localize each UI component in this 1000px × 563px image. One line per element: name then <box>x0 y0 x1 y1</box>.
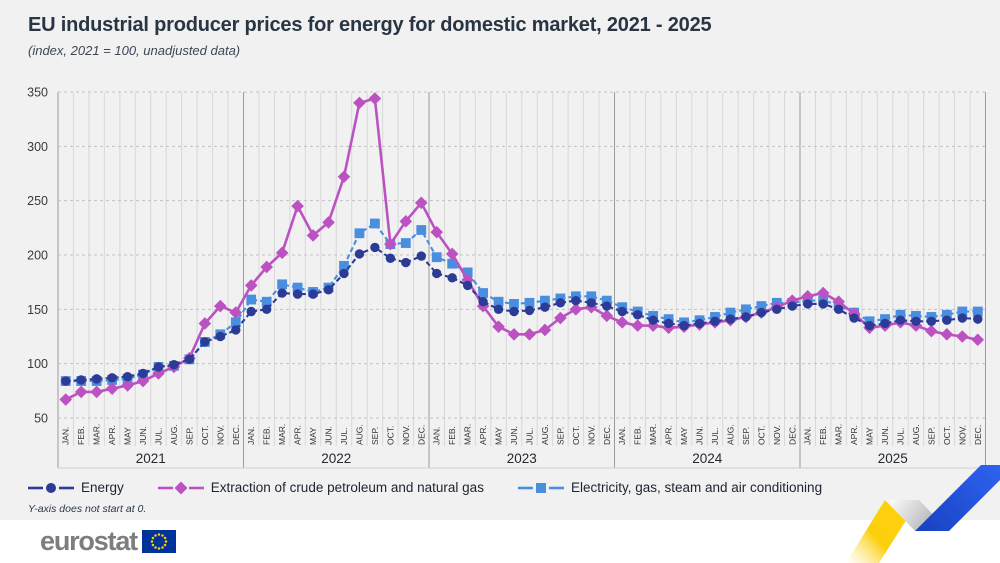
svg-text:SEP.: SEP. <box>926 427 936 445</box>
svg-text:250: 250 <box>27 194 48 208</box>
svg-text:2021: 2021 <box>136 451 166 466</box>
square-marker-icon <box>517 482 564 493</box>
svg-text:2022: 2022 <box>321 451 351 466</box>
svg-text:MAY: MAY <box>494 427 504 445</box>
svg-text:JAN.: JAN. <box>61 427 71 445</box>
svg-text:DEC.: DEC. <box>973 425 983 445</box>
series-extraction-of-crude-petroleum-and-natural-gas <box>59 92 985 406</box>
svg-text:NOV.: NOV. <box>215 425 225 445</box>
svg-text:AUG.: AUG. <box>911 424 921 445</box>
chart-title: EU industrial producer prices for energy… <box>28 14 712 36</box>
svg-text:OCT.: OCT. <box>200 426 210 445</box>
svg-text:NOV.: NOV. <box>586 425 596 445</box>
svg-text:FEB.: FEB. <box>633 426 643 445</box>
svg-text:JUN.: JUN. <box>509 426 519 445</box>
svg-text:MAR.: MAR. <box>834 424 844 445</box>
chart-header: EU industrial producer prices for energy… <box>28 14 712 58</box>
svg-text:APR.: APR. <box>293 425 303 445</box>
svg-text:MAR.: MAR. <box>463 424 473 445</box>
eurostat-wordmark: eurostat <box>40 526 138 556</box>
svg-text:350: 350 <box>27 86 48 100</box>
legend-label: Electricity, gas, steam and air conditio… <box>570 480 823 495</box>
svg-text:JAN.: JAN. <box>432 427 442 445</box>
svg-text:MAR.: MAR. <box>648 424 658 445</box>
svg-text:50: 50 <box>34 412 48 426</box>
legend: Energy Extraction of crude petroleum and… <box>28 480 822 495</box>
svg-text:300: 300 <box>27 140 48 154</box>
svg-text:APR.: APR. <box>478 425 488 445</box>
svg-text:JAN.: JAN. <box>803 427 813 445</box>
svg-text:MAR.: MAR. <box>92 424 102 445</box>
x-axis-labels: JAN. FEB. MAR. APR. MAY JUN. JUL. AUG. SEP. OCT. N… <box>61 424 983 466</box>
svg-text:MAY: MAY <box>123 427 133 445</box>
svg-text:OCT.: OCT. <box>571 426 581 445</box>
svg-text:JUL.: JUL. <box>153 428 163 445</box>
legend-item-electricity: Electricity, gas, steam and air conditio… <box>517 480 823 495</box>
footnote: Y-axis does not start at 0. <box>28 503 147 515</box>
svg-text:MAY: MAY <box>679 427 689 445</box>
svg-text:JAN.: JAN. <box>246 427 256 445</box>
svg-text:SEP.: SEP. <box>555 427 565 445</box>
svg-text:JUL.: JUL. <box>710 428 720 445</box>
svg-text:200: 200 <box>27 249 48 263</box>
svg-text:APR.: APR. <box>849 425 859 445</box>
svg-text:JUN.: JUN. <box>324 426 334 445</box>
svg-text:JAN.: JAN. <box>617 427 627 445</box>
legend-item-energy: Energy <box>28 480 124 495</box>
legend-label: Energy <box>81 480 124 495</box>
svg-text:FEB.: FEB. <box>818 426 828 445</box>
svg-text:SEP.: SEP. <box>741 427 751 445</box>
svg-text:JUL.: JUL. <box>524 428 534 445</box>
svg-text:2023: 2023 <box>507 451 537 466</box>
svg-text:MAR.: MAR. <box>277 424 287 445</box>
eu-flag-icon <box>141 530 176 553</box>
svg-text:DEC.: DEC. <box>231 425 241 445</box>
svg-text:FEB.: FEB. <box>76 426 86 445</box>
svg-text:100: 100 <box>27 357 48 371</box>
svg-text:FEB.: FEB. <box>262 426 272 445</box>
eurostat-logo: eurostat <box>40 526 176 557</box>
legend-label: Extraction of crude petroleum and natura… <box>210 480 484 495</box>
chart-subtitle: (index, 2021 = 100, unadjusted data) <box>28 43 241 58</box>
svg-text:JUL.: JUL. <box>339 428 349 445</box>
svg-text:NOV.: NOV. <box>401 425 411 445</box>
svg-text:SEP.: SEP. <box>370 427 380 445</box>
svg-text:MAY: MAY <box>865 427 875 445</box>
svg-text:JUN.: JUN. <box>880 426 890 445</box>
svg-text:AUG.: AUG. <box>354 424 364 445</box>
svg-text:NOV.: NOV. <box>957 425 967 445</box>
svg-text:JUN.: JUN. <box>695 426 705 445</box>
svg-text:2025: 2025 <box>878 451 908 466</box>
svg-text:DEC.: DEC. <box>416 425 426 445</box>
svg-text:OCT.: OCT. <box>942 426 952 445</box>
svg-text:OCT.: OCT. <box>385 426 395 445</box>
svg-text:SEP.: SEP. <box>184 427 194 445</box>
svg-text:FEB.: FEB. <box>447 426 457 445</box>
svg-text:JUL.: JUL. <box>895 428 905 445</box>
circle-marker-icon <box>28 482 74 493</box>
svg-text:DEC.: DEC. <box>602 425 612 445</box>
svg-text:2024: 2024 <box>692 451 723 466</box>
svg-text:JUN.: JUN. <box>138 426 148 445</box>
svg-text:APR.: APR. <box>107 425 117 445</box>
diamond-marker-icon <box>157 481 204 494</box>
grid: 50 100 150 200 250 300 350 <box>27 86 986 469</box>
legend-item-extraction: Extraction of crude petroleum and natura… <box>157 480 484 495</box>
footer-bar: eurostat <box>0 520 1000 563</box>
svg-text:NOV.: NOV. <box>772 425 782 445</box>
svg-text:DEC.: DEC. <box>787 425 797 445</box>
svg-text:APR.: APR. <box>664 425 674 445</box>
svg-text:AUG.: AUG. <box>725 424 735 445</box>
series-energy <box>61 242 983 386</box>
svg-text:MAY: MAY <box>308 427 318 445</box>
svg-text:AUG.: AUG. <box>540 424 550 445</box>
svg-text:150: 150 <box>27 303 48 317</box>
svg-text:AUG.: AUG. <box>169 424 179 445</box>
svg-text:OCT.: OCT. <box>756 426 766 445</box>
